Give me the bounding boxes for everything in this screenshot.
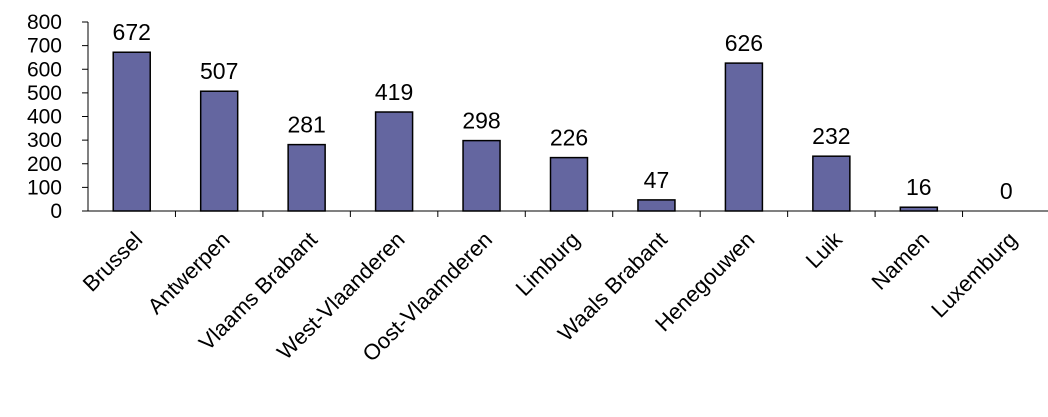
x-tick-label: Luxemburg <box>926 227 1022 323</box>
data-label: 281 <box>287 112 325 138</box>
x-tick-label: Limburg <box>511 227 585 301</box>
y-tick-label: 200 <box>27 153 62 176</box>
y-tick-label: 500 <box>27 82 62 105</box>
bar-limburg <box>549 156 589 212</box>
bar-oost-vlaamderen <box>462 139 501 212</box>
bar-namen <box>899 206 939 212</box>
bar-henegouwen <box>724 62 764 212</box>
data-label: 47 <box>644 167 670 193</box>
data-label: 0 <box>1000 178 1013 204</box>
bar-brussel <box>112 51 151 212</box>
bar-west-vlaanderen <box>374 111 414 212</box>
data-label: 232 <box>812 123 850 149</box>
data-label: 507 <box>200 58 238 84</box>
bar-waals-brabant <box>637 199 676 212</box>
x-tick-label: Brussel <box>78 227 148 297</box>
data-label: 226 <box>550 125 588 151</box>
y-tick-label: 100 <box>27 176 62 199</box>
y-tick-label: 800 <box>27 11 62 34</box>
data-label: 298 <box>462 108 500 134</box>
x-tick-label: Luik <box>801 226 848 273</box>
y-tick-label: 400 <box>27 106 62 129</box>
x-tick-label: Namen <box>867 227 935 295</box>
data-labels: 672 507 281 419 298 226 47 626 232 16 0 <box>113 19 1013 204</box>
bar-vlaams-brabant <box>287 143 326 212</box>
y-tick-label: 600 <box>27 58 62 81</box>
axes <box>82 22 1048 217</box>
data-label: 16 <box>906 174 932 200</box>
y-tick-label: 700 <box>27 35 62 58</box>
data-label: 626 <box>725 30 763 56</box>
y-tick-label: 300 <box>27 129 62 152</box>
bar-luik <box>812 155 851 212</box>
data-label: 419 <box>375 79 413 105</box>
data-label: 672 <box>113 19 151 45</box>
bar-antwerpen <box>199 90 239 212</box>
bar-series <box>112 51 939 212</box>
y-tick-label: 0 <box>50 200 62 223</box>
x-tick-label: Antwerpen <box>143 227 235 319</box>
